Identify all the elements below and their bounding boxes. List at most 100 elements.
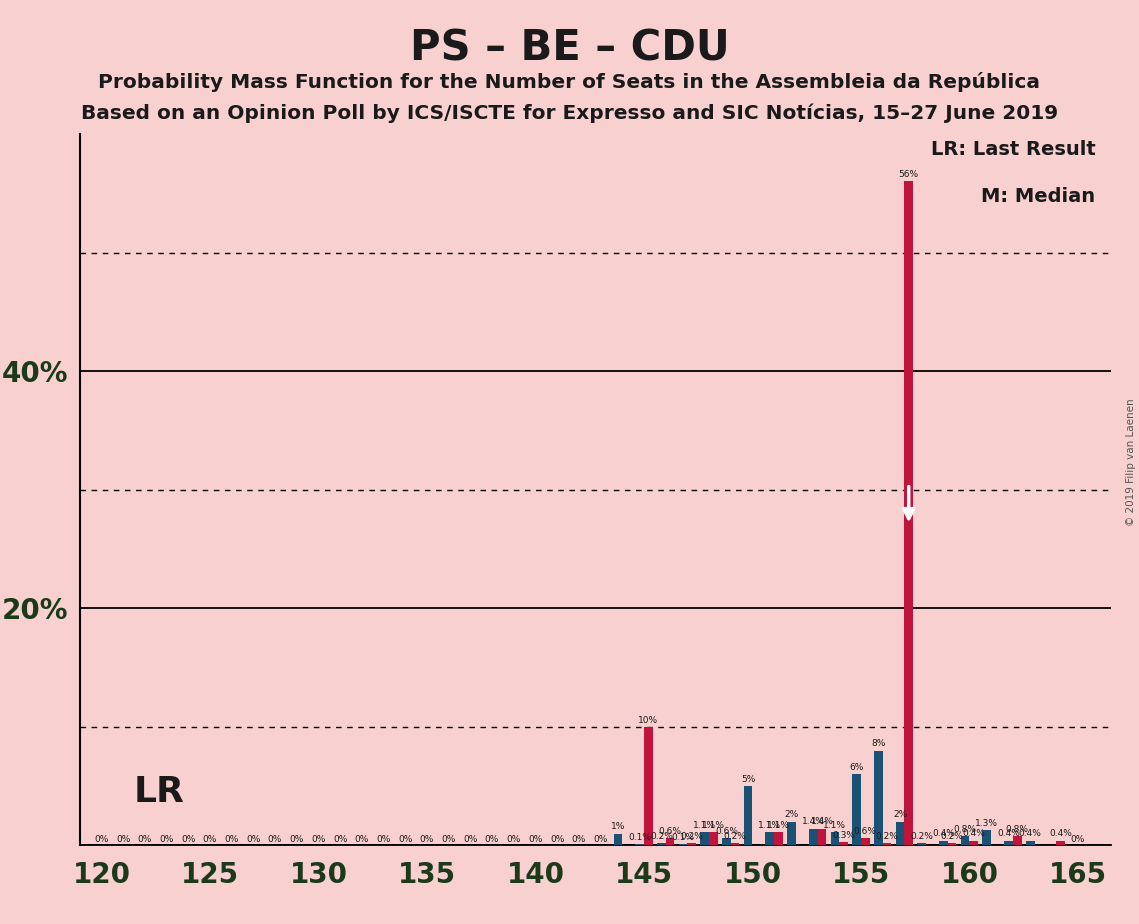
- Bar: [961, 836, 969, 845]
- Text: 0.4%: 0.4%: [932, 830, 954, 838]
- Text: 0%: 0%: [268, 835, 282, 845]
- Bar: [895, 821, 904, 845]
- Bar: [657, 843, 665, 845]
- Text: 0.6%: 0.6%: [854, 827, 877, 836]
- Text: 6%: 6%: [850, 763, 863, 772]
- Text: 0.2%: 0.2%: [941, 832, 964, 841]
- Bar: [731, 843, 739, 845]
- Text: 0%: 0%: [138, 835, 151, 845]
- Text: 1.3%: 1.3%: [975, 819, 998, 828]
- Text: 0.2%: 0.2%: [680, 832, 703, 841]
- Text: 2%: 2%: [893, 810, 907, 820]
- Text: 0.4%: 0.4%: [1049, 830, 1072, 838]
- Text: 0%: 0%: [159, 835, 174, 845]
- Text: 0%: 0%: [181, 835, 196, 845]
- Text: 56%: 56%: [899, 170, 919, 179]
- Text: LR: LR: [134, 775, 185, 809]
- Text: LR: Last Result: LR: Last Result: [931, 140, 1096, 159]
- Text: 0.6%: 0.6%: [715, 827, 738, 836]
- Text: 0.4%: 0.4%: [962, 830, 985, 838]
- Text: 0%: 0%: [464, 835, 477, 845]
- Bar: [644, 727, 653, 845]
- Bar: [830, 833, 839, 845]
- Text: 1.4%: 1.4%: [802, 818, 825, 826]
- Text: 0%: 0%: [528, 835, 542, 845]
- Text: 1.1%: 1.1%: [759, 821, 781, 830]
- Text: 0%: 0%: [203, 835, 218, 845]
- Text: 1.1%: 1.1%: [823, 821, 846, 830]
- Bar: [775, 833, 782, 845]
- Bar: [818, 829, 826, 845]
- Text: 0.3%: 0.3%: [833, 831, 855, 840]
- Text: 0.1%: 0.1%: [628, 833, 652, 842]
- Bar: [839, 842, 847, 845]
- Bar: [861, 838, 870, 845]
- Text: 0.2%: 0.2%: [650, 832, 673, 841]
- Text: 0%: 0%: [95, 835, 108, 845]
- Text: 0.1%: 0.1%: [672, 833, 695, 842]
- Bar: [687, 843, 696, 845]
- Text: 0.2%: 0.2%: [723, 832, 746, 841]
- Bar: [1056, 841, 1065, 845]
- Text: 0%: 0%: [354, 835, 369, 845]
- Text: 0%: 0%: [1071, 835, 1085, 845]
- Text: Based on an Opinion Poll by ICS/ISCTE for Expresso and SIC Notícias, 15–27 June : Based on an Opinion Poll by ICS/ISCTE fo…: [81, 103, 1058, 123]
- Text: 0%: 0%: [116, 835, 130, 845]
- Text: 0%: 0%: [507, 835, 521, 845]
- Text: M: Median: M: Median: [981, 188, 1096, 206]
- Text: 0.8%: 0.8%: [953, 824, 976, 833]
- Bar: [874, 750, 883, 845]
- Bar: [948, 843, 957, 845]
- Text: 0%: 0%: [376, 835, 391, 845]
- Bar: [722, 838, 731, 845]
- Text: 2%: 2%: [785, 810, 798, 820]
- Text: 1.1%: 1.1%: [767, 821, 790, 830]
- Text: 1.1%: 1.1%: [694, 821, 716, 830]
- Text: 0%: 0%: [550, 835, 564, 845]
- Text: 5%: 5%: [741, 775, 755, 784]
- Text: 0%: 0%: [593, 835, 608, 845]
- Bar: [969, 841, 978, 845]
- Text: 1.4%: 1.4%: [811, 818, 834, 826]
- Text: 0%: 0%: [224, 835, 239, 845]
- Text: 0%: 0%: [442, 835, 456, 845]
- Text: 1%: 1%: [611, 822, 625, 832]
- Text: 0%: 0%: [311, 835, 326, 845]
- Bar: [665, 838, 674, 845]
- Text: 0%: 0%: [333, 835, 347, 845]
- Bar: [939, 841, 948, 845]
- Text: 0.6%: 0.6%: [658, 827, 681, 836]
- Bar: [1005, 841, 1013, 845]
- Text: 0.2%: 0.2%: [910, 832, 933, 841]
- Bar: [1026, 841, 1034, 845]
- Bar: [983, 830, 991, 845]
- Text: © 2019 Filip van Laenen: © 2019 Filip van Laenen: [1126, 398, 1136, 526]
- Text: 10%: 10%: [638, 715, 658, 724]
- Text: 0.8%: 0.8%: [1006, 824, 1029, 833]
- Bar: [614, 833, 622, 845]
- Bar: [710, 833, 718, 845]
- Text: 0%: 0%: [398, 835, 412, 845]
- Text: 0%: 0%: [485, 835, 499, 845]
- Text: 0%: 0%: [420, 835, 434, 845]
- Bar: [765, 833, 775, 845]
- Text: PS – BE – CDU: PS – BE – CDU: [410, 28, 729, 69]
- Text: Probability Mass Function for the Number of Seats in the Assembleia da República: Probability Mass Function for the Number…: [98, 72, 1041, 92]
- Text: 0%: 0%: [572, 835, 587, 845]
- Text: 1.1%: 1.1%: [702, 821, 724, 830]
- Text: 0.4%: 0.4%: [1018, 830, 1042, 838]
- Bar: [809, 829, 818, 845]
- Text: 0%: 0%: [289, 835, 304, 845]
- Bar: [852, 774, 861, 845]
- Bar: [883, 843, 892, 845]
- Bar: [787, 821, 796, 845]
- Bar: [904, 181, 913, 845]
- Bar: [1013, 836, 1022, 845]
- Bar: [700, 833, 710, 845]
- Text: 0.2%: 0.2%: [876, 832, 899, 841]
- Text: 8%: 8%: [871, 739, 885, 748]
- Bar: [917, 843, 926, 845]
- Text: 0.4%: 0.4%: [997, 830, 1019, 838]
- Text: 0%: 0%: [246, 835, 261, 845]
- Bar: [744, 786, 753, 845]
